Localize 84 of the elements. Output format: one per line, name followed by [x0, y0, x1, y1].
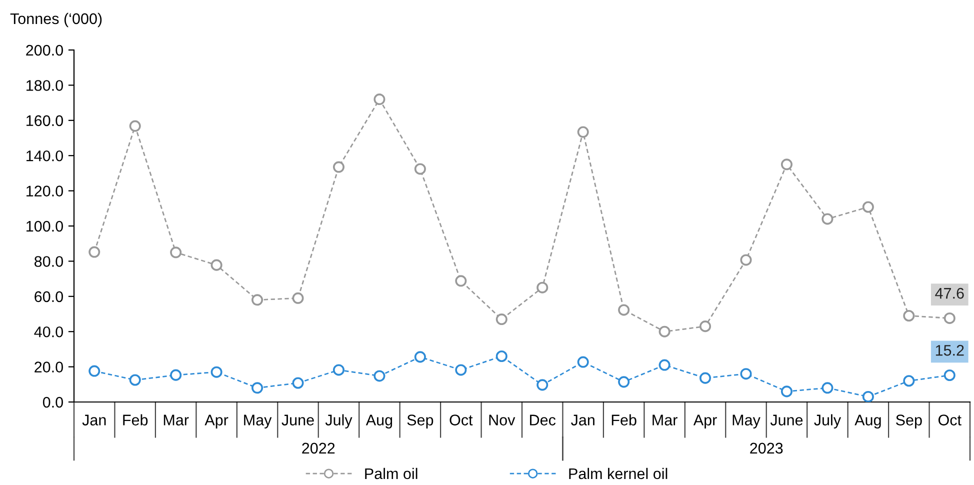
x-tick-label: Aug	[854, 414, 881, 428]
point	[374, 370, 386, 382]
point	[210, 366, 222, 378]
x-tick-label: Apr	[204, 414, 228, 428]
x-tick-label: Oct	[938, 414, 962, 426]
point	[780, 158, 792, 170]
x-tick-label: May	[732, 414, 760, 428]
x-tick-label: June	[282, 414, 314, 426]
point	[374, 94, 386, 106]
point	[332, 161, 344, 173]
point	[332, 364, 344, 376]
x-tick-label: Jan	[82, 414, 106, 426]
text: 2022	[302, 442, 335, 454]
data-label: 47.6	[935, 288, 964, 299]
point	[862, 390, 874, 402]
x-tick-label: July	[814, 414, 842, 428]
x-tick-label: Jan	[571, 414, 594, 426]
point	[170, 246, 182, 258]
point	[944, 312, 956, 324]
point	[496, 350, 508, 362]
point	[700, 372, 712, 384]
point	[536, 379, 548, 391]
x-tick-label: Aug	[366, 414, 392, 428]
point	[129, 120, 141, 132]
y-tick-label: 140.0	[26, 150, 63, 162]
data-label: 15.2	[936, 344, 964, 356]
x-tick-label: Nov	[489, 414, 516, 426]
x-tick-label: Sep	[407, 414, 434, 428]
y-tick-label: 200.0	[26, 44, 63, 56]
point	[903, 375, 915, 387]
x-tick-label: May	[244, 414, 272, 428]
x-tick-label: Mar	[652, 414, 678, 426]
point	[414, 163, 426, 175]
point	[170, 369, 182, 381]
point	[822, 382, 834, 394]
x-tick-label: Sep	[896, 414, 922, 428]
point	[618, 304, 630, 316]
point	[577, 356, 589, 368]
y-tick-label: 80.0	[34, 256, 63, 267]
x-tick-label: June	[770, 414, 803, 426]
point	[577, 126, 589, 138]
point	[455, 275, 467, 287]
point	[618, 376, 630, 388]
point	[88, 365, 100, 377]
x-tick-label: Feb	[612, 414, 636, 426]
point	[944, 369, 956, 382]
y-tick-label: 0.0	[42, 396, 63, 408]
point	[496, 314, 508, 326]
point	[862, 201, 874, 213]
point	[780, 386, 792, 398]
point	[210, 259, 222, 271]
point	[252, 382, 264, 394]
y-tick-label: 180.0	[26, 80, 63, 91]
x-tick-label: Apr	[693, 414, 717, 428]
legend-label: Palm oil	[365, 468, 418, 480]
point	[455, 364, 467, 376]
point	[700, 320, 712, 332]
x-tick-label: Dec	[530, 414, 556, 426]
y-tick-label: 20.0	[34, 362, 63, 372]
point	[536, 282, 548, 294]
y-axis-title: Tonnes (‘000)	[10, 12, 102, 28]
point	[292, 377, 304, 389]
point	[292, 292, 304, 304]
point	[129, 374, 141, 386]
point	[658, 359, 670, 371]
legend-label: Palm kernel oil	[569, 468, 668, 480]
y-tick-label: 60.0	[34, 291, 63, 302]
point	[88, 246, 100, 258]
point	[252, 294, 264, 306]
x-tick-label: Oct	[450, 414, 473, 426]
y-tick-label: 160.0	[26, 115, 63, 126]
x-tick-label: Mar	[164, 414, 189, 426]
point	[740, 368, 752, 380]
y-tick-label: 100.0	[26, 220, 63, 232]
point	[903, 310, 915, 322]
x-tick-label: July	[325, 414, 352, 428]
y-tick-label: 120.0	[26, 186, 63, 196]
text: 2023	[750, 442, 783, 454]
x-tick-label: Feb	[123, 414, 148, 426]
point	[740, 254, 752, 266]
point	[822, 213, 834, 225]
point	[658, 326, 670, 338]
point	[414, 351, 426, 363]
y-tick-label: 40.0	[34, 326, 63, 338]
